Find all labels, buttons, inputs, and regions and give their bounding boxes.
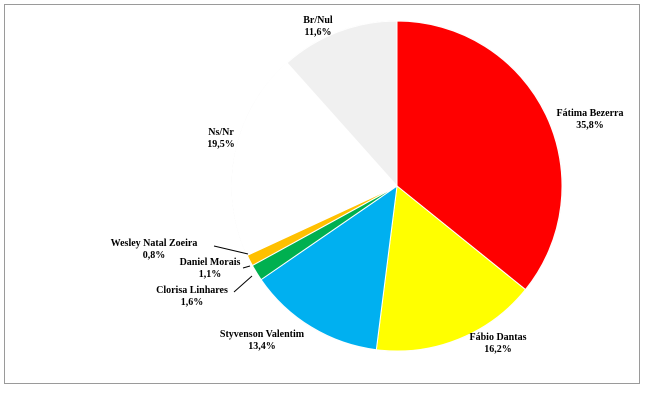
pie-slice-styvenson-valentim	[260, 184, 398, 351]
slice-label: Clorisa Linhares 1,6%	[156, 285, 228, 308]
slice-label: Ns/Nr 19,5%	[207, 127, 235, 150]
pie-slice-ns-nr	[231, 62, 398, 249]
leader-line	[213, 245, 249, 255]
leader-line	[242, 265, 251, 269]
slice-label: Styvenson Valentim 13,4%	[220, 329, 305, 352]
slice-label: Daniel Morais 1,1%	[180, 257, 241, 280]
slice-label: Fábio Dantas 16,2%	[470, 332, 527, 355]
slice-label: Fátima Bezerra 35,8%	[557, 108, 624, 131]
slice-label: Wesley Natal Zoeira 0,8%	[111, 238, 198, 261]
pie-slice-f-bio-dantas	[375, 185, 527, 352]
leader-line	[233, 275, 253, 293]
pie-slice-f-tima-bezerra	[396, 20, 563, 291]
pie-slice-br-nul	[286, 20, 398, 188]
slice-label: Br/Nul 11,6%	[303, 15, 333, 38]
